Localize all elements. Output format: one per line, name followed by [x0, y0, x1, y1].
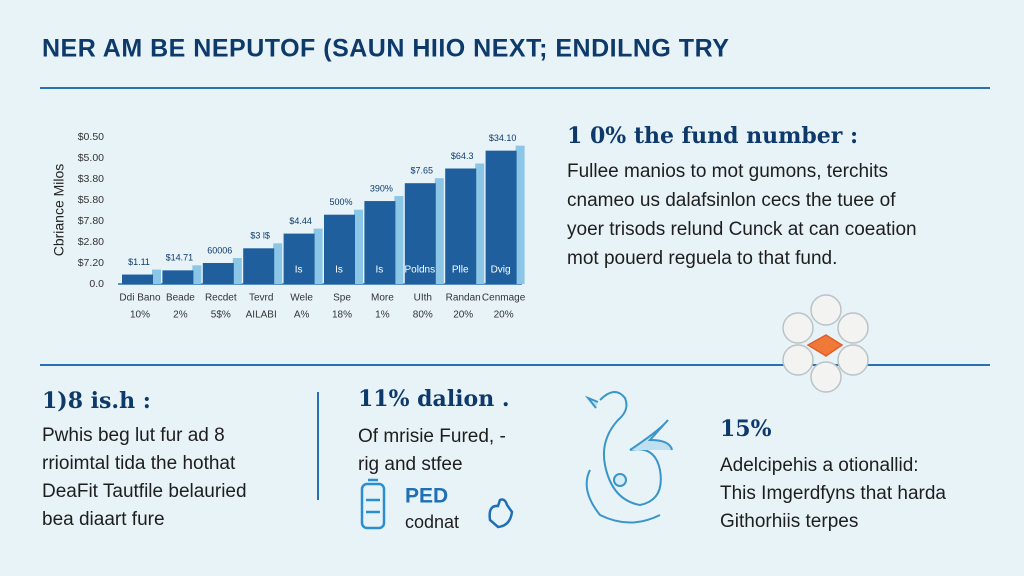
y-tick-label: $7.20 [78, 257, 104, 269]
bar-accent [434, 178, 444, 284]
bar-accent [354, 209, 363, 284]
swan-illustration [584, 391, 673, 524]
x-sublabel: 80% [413, 310, 433, 321]
bar-inner-label: Is [295, 265, 303, 276]
x-tick-label: Beade [166, 293, 195, 304]
paragraph-line: Fullee manios to mot gumons, terchits [567, 161, 888, 182]
bar [324, 214, 355, 284]
x-tick-label: Wele [290, 293, 313, 304]
y-tick-label: $0.50 [78, 131, 104, 143]
value-label: $4.44 [289, 216, 312, 226]
bar-inner-label: Is [335, 265, 343, 276]
y-tick-label: $2.80 [78, 236, 104, 248]
paragraph-line: rig and stfee [358, 454, 463, 475]
paragraph-line: Adelcipehis a otionallid: [720, 455, 919, 476]
bar [404, 183, 436, 284]
badge: PED [405, 485, 448, 508]
paragraph-line: cnameo us dalafsinlon cecs the tuee of [567, 190, 896, 211]
x-sublabel: 20% [453, 310, 473, 321]
value-label: 390% [370, 183, 393, 193]
panel-title: 1 0% the fund number : [567, 123, 858, 149]
bar-accent [273, 243, 283, 284]
bar-inner-label: Is [376, 265, 384, 276]
bar [485, 150, 517, 284]
y-tick-label: 0.0 [89, 278, 104, 290]
paragraph-line: Pwhis beg lut fur ad 8 [42, 425, 225, 446]
battery-icon [360, 478, 386, 530]
bar-accent [515, 145, 525, 284]
bar-accent [394, 196, 404, 284]
bar-inner-label: Dvig [491, 265, 511, 276]
y-tick-label: $5.80 [78, 194, 104, 206]
x-sublabel: 2% [173, 310, 188, 321]
x-tick-label: More [371, 293, 394, 304]
bar [445, 168, 477, 284]
bar-inner-label: Poldns [405, 265, 436, 276]
bar-chart: Cbriance Milos $0.50 $5.00 $3.80 $5.80 $7.80 $… [51, 131, 526, 321]
flower-icon [782, 294, 869, 393]
panel-text: Fullee manios to mot gumons, terchits cna… [567, 161, 917, 269]
x-sublabel: 20% [494, 310, 514, 321]
x-sublabel: 1% [375, 310, 390, 321]
x-sublabel: 18% [332, 310, 352, 321]
y-tick-label: $7.80 [78, 215, 104, 227]
bar [202, 263, 234, 284]
x-tick-label: UIth [414, 293, 432, 304]
bar [243, 248, 275, 284]
bar-accent [475, 163, 485, 284]
paragraph-line: mot pouerd reguela to that fund. [567, 248, 837, 269]
x-tick-label: Spe [333, 293, 351, 304]
page-title: NER AM BE NEPUTOF (SAUN HIIO NEXT; ENDIL… [42, 35, 729, 63]
paragraph-line: bea diaart fure [42, 509, 165, 530]
value-label: 500% [329, 197, 352, 207]
x-tick-label: Cenmage [482, 293, 526, 304]
x-tick-label: Ddi Bano [119, 293, 161, 304]
panel-title: 15% [720, 416, 772, 442]
x-sublabel: A% [294, 310, 310, 321]
bar-accent [313, 228, 323, 284]
y-tick-label: $3.80 [78, 173, 104, 185]
y-axis-title: Cbriance Milos [51, 164, 67, 257]
paragraph-line: rrioimtal tida the hothat [42, 453, 236, 474]
x-tick-label: Recdet [205, 293, 237, 304]
hand-icon [488, 498, 514, 529]
value-label: $14.71 [166, 253, 194, 263]
panel-title: 11% dalion . [358, 386, 510, 412]
x-sublabel: 5$% [211, 310, 231, 321]
bar-inner-label: Plle [452, 265, 469, 276]
value-label: $3 l$ [250, 231, 270, 241]
x-tick-label: Randan [446, 293, 481, 304]
value-label: $1.11 [128, 257, 150, 267]
bar-accent [152, 269, 161, 284]
value-label: $64.3 [451, 151, 474, 161]
value-label: $34.10 [489, 133, 517, 143]
bar [283, 233, 315, 284]
y-tick-label: $5.00 [78, 152, 104, 164]
paragraph-line: Of mrisie Fured, - [358, 426, 506, 447]
badge-sub: codnat [405, 512, 459, 532]
x-sublabel: 10% [130, 310, 150, 321]
paragraph-line: yoer trisods relund Cunck at can coeatio… [567, 219, 917, 240]
x-tick-label: Tevrd [249, 293, 273, 304]
panel-title: 1)8 is.h : [42, 388, 151, 414]
bar-accent [232, 258, 242, 284]
value-label: 60006 [207, 245, 232, 255]
bar [122, 274, 153, 284]
paragraph-line: DeaFit Tautfile belauried [42, 481, 247, 502]
x-sublabel: AILABI [246, 310, 277, 321]
value-label: $7.65 [411, 166, 434, 176]
bar [162, 270, 194, 284]
paragraph-line: This Imgerdfyns that harda [720, 483, 946, 504]
panel-text: Pwhis beg lut fur ad 8 rrioimtal tida the… [42, 425, 946, 532]
bar [364, 201, 396, 284]
paragraph-line: Githorhiis terpes [720, 511, 858, 532]
bar-accent [192, 265, 202, 284]
